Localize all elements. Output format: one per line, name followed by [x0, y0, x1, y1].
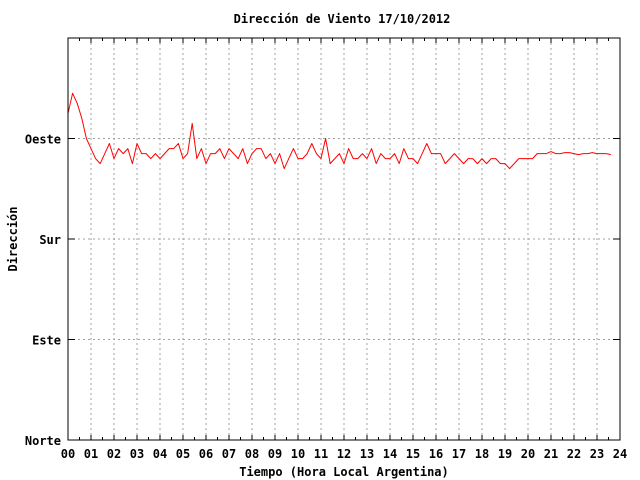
x-tick-label: 12 [337, 447, 351, 461]
x-tick-label: 08 [245, 447, 259, 461]
x-tick-label: 21 [544, 447, 558, 461]
x-tick-label: 10 [291, 447, 305, 461]
x-tick-label: 18 [475, 447, 489, 461]
y-tick-label: Oeste [25, 133, 61, 147]
x-tick-label: 01 [84, 447, 98, 461]
series-layer [67, 92, 611, 170]
x-tick-label: 13 [360, 447, 374, 461]
x-tick-label: 06 [199, 447, 213, 461]
x-tick-label: 07 [222, 447, 236, 461]
x-tick-label: 17 [452, 447, 466, 461]
x-tick-label: 20 [521, 447, 535, 461]
x-tick-label: 16 [429, 447, 443, 461]
x-tick-label: 02 [107, 447, 121, 461]
x-tick-label: 00 [61, 447, 75, 461]
y-axis-label: Dirección [6, 206, 20, 271]
x-tick-label: 15 [406, 447, 420, 461]
x-axis-label: Tiempo (Hora Local Argentina) [239, 465, 449, 479]
x-tick-label: 04 [153, 447, 167, 461]
x-tick-label: 24 [613, 447, 627, 461]
x-tick-label: 05 [176, 447, 190, 461]
y-tick-label: Este [32, 334, 61, 348]
y-tick-label: Sur [39, 233, 61, 247]
axis-ticks: 00 01 02 03 04 05 06 07 08 09 10 11 12 13 14 15 16 17 18 19… [25, 38, 627, 461]
x-tick-label: 03 [130, 447, 144, 461]
x-tick-label: 23 [590, 447, 604, 461]
series-line-0 [67, 92, 611, 170]
x-tick-label: 11 [314, 447, 328, 461]
x-tick-label: 14 [383, 447, 397, 461]
y-tick-label: Norte [25, 434, 61, 448]
x-tick-label: 22 [567, 447, 581, 461]
plot-frame [67, 37, 621, 441]
x-tick-label: 09 [268, 447, 282, 461]
grid [68, 38, 620, 440]
x-tick-label: 19 [498, 447, 512, 461]
chart-title: Dirección de Viento 17/10/2012 [234, 12, 451, 26]
